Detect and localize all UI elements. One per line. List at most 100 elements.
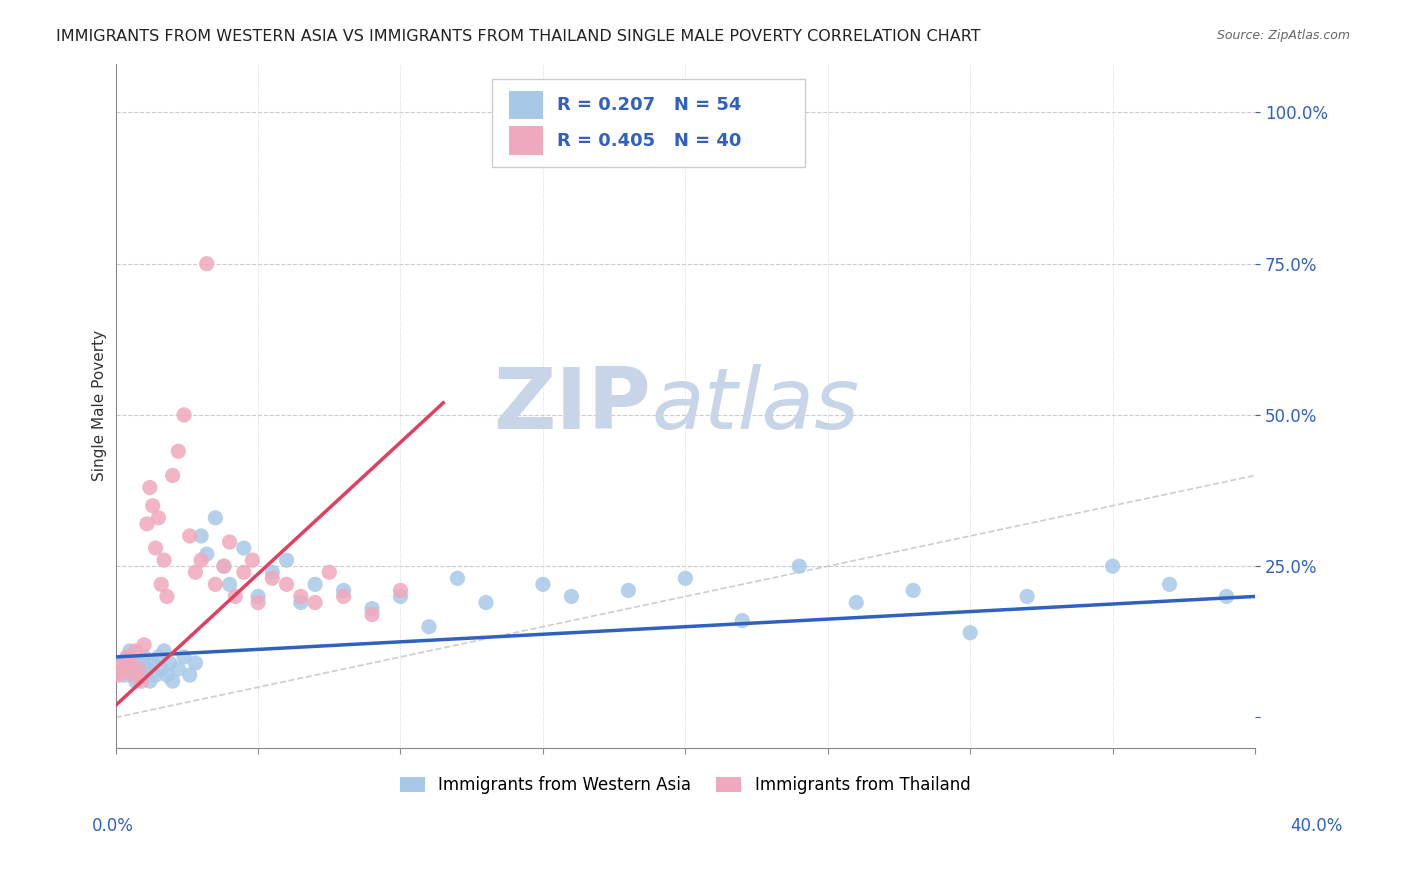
Point	[134, 649, 156, 664]
Point	[304, 577, 326, 591]
Point	[162, 674, 184, 689]
Text: 0.0%: 0.0%	[91, 817, 134, 835]
Point	[150, 577, 173, 591]
Point	[845, 595, 868, 609]
Point	[150, 662, 173, 676]
Point	[290, 590, 312, 604]
Point	[139, 674, 162, 689]
Point	[787, 559, 810, 574]
Point	[148, 649, 170, 664]
Point	[190, 553, 212, 567]
Point	[129, 668, 152, 682]
Point	[332, 590, 354, 604]
Point	[121, 668, 143, 682]
Point	[276, 553, 298, 567]
Point	[124, 644, 146, 658]
Point	[139, 481, 162, 495]
Point	[179, 529, 201, 543]
Point	[361, 601, 384, 615]
Text: IMMIGRANTS FROM WESTERN ASIA VS IMMIGRANTS FROM THAILAND SINGLE MALE POVERTY COR: IMMIGRANTS FROM WESTERN ASIA VS IMMIGRAN…	[56, 29, 981, 44]
Text: atlas: atlas	[651, 364, 859, 448]
Point	[1159, 577, 1181, 591]
Y-axis label: Single Male Poverty: Single Male Poverty	[93, 330, 107, 482]
Point	[107, 668, 129, 682]
Text: Source: ZipAtlas.com: Source: ZipAtlas.com	[1216, 29, 1350, 42]
Text: ZIP: ZIP	[494, 364, 651, 448]
Point	[162, 468, 184, 483]
FancyBboxPatch shape	[509, 91, 543, 120]
Point	[195, 257, 218, 271]
Point	[129, 674, 152, 689]
Point	[232, 541, 254, 555]
Point	[184, 566, 207, 580]
Point	[153, 553, 176, 567]
Point	[247, 595, 270, 609]
Point	[531, 577, 554, 591]
Point	[617, 583, 640, 598]
Point	[673, 571, 696, 585]
Point	[136, 662, 159, 676]
Point	[318, 566, 340, 580]
Point	[389, 583, 412, 598]
Point	[190, 529, 212, 543]
Point	[179, 668, 201, 682]
Point	[127, 662, 149, 676]
Point	[112, 662, 135, 676]
Point	[195, 547, 218, 561]
Point	[127, 656, 149, 670]
Point	[475, 595, 498, 609]
Point	[1101, 559, 1123, 574]
Point	[173, 408, 195, 422]
Legend: Immigrants from Western Asia, Immigrants from Thailand: Immigrants from Western Asia, Immigrants…	[394, 770, 977, 801]
Point	[212, 559, 235, 574]
Point	[118, 644, 141, 658]
Point	[173, 649, 195, 664]
FancyBboxPatch shape	[492, 79, 806, 167]
Point	[121, 662, 143, 676]
Point	[153, 644, 176, 658]
Point	[389, 590, 412, 604]
Point	[262, 571, 284, 585]
Point	[212, 559, 235, 574]
Text: R = 0.207   N = 54: R = 0.207 N = 54	[557, 96, 741, 114]
Point	[959, 625, 981, 640]
Point	[145, 541, 167, 555]
Point	[115, 649, 138, 664]
Point	[156, 668, 179, 682]
Point	[184, 656, 207, 670]
Point	[446, 571, 468, 585]
Point	[142, 499, 165, 513]
Point	[110, 656, 132, 670]
Point	[204, 510, 226, 524]
Point	[124, 674, 146, 689]
Point	[110, 656, 132, 670]
Point	[148, 510, 170, 524]
Point	[204, 577, 226, 591]
Text: R = 0.405   N = 40: R = 0.405 N = 40	[557, 132, 741, 150]
Point	[560, 590, 582, 604]
Point	[262, 566, 284, 580]
Point	[224, 590, 246, 604]
Point	[167, 444, 190, 458]
Point	[115, 649, 138, 664]
FancyBboxPatch shape	[509, 127, 543, 155]
Point	[232, 566, 254, 580]
Point	[159, 656, 181, 670]
Point	[903, 583, 925, 598]
Point	[332, 583, 354, 598]
Point	[218, 535, 240, 549]
Point	[107, 662, 129, 676]
Point	[304, 595, 326, 609]
Point	[418, 620, 440, 634]
Point	[156, 590, 179, 604]
Point	[242, 553, 264, 567]
Point	[118, 656, 141, 670]
Point	[136, 516, 159, 531]
Point	[218, 577, 240, 591]
Point	[1215, 590, 1237, 604]
Point	[112, 668, 135, 682]
Point	[731, 614, 754, 628]
Text: 40.0%: 40.0%	[1291, 817, 1343, 835]
Point	[1017, 590, 1039, 604]
Point	[134, 638, 156, 652]
